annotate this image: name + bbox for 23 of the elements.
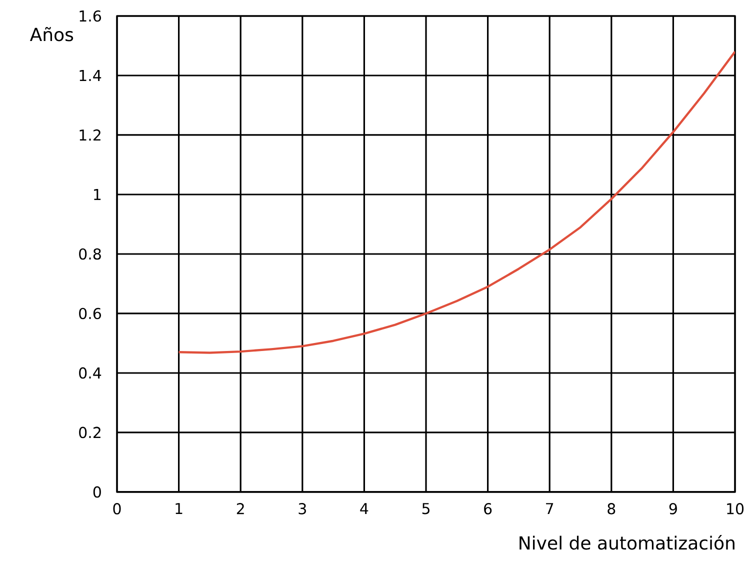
x-tick-label: 1	[176, 503, 182, 514]
x-tick-label: 4	[360, 503, 368, 514]
y-tick-label: 0.4	[79, 367, 102, 379]
y-tick-label: 1.4	[80, 70, 102, 81]
x-tick-label: 3	[298, 503, 306, 514]
y-tick-label: 0.8	[79, 248, 101, 260]
x-tick-label: 0	[113, 503, 121, 514]
x-tick-label: 5	[422, 503, 430, 514]
y-tick-label: 1.2	[80, 129, 100, 141]
x-axis-title: Nivel de automatización	[520, 535, 734, 550]
y-tick-label: 1	[94, 189, 101, 200]
x-tick-label: 6	[484, 503, 492, 514]
y-tick-label: 0	[93, 486, 101, 498]
line-series	[178, 50, 736, 354]
x-tick-label: 9	[669, 503, 677, 514]
x-tick-label: 10	[727, 503, 744, 514]
y-axis-title: Años	[30, 27, 74, 42]
x-tick-label: 8	[608, 503, 616, 514]
y-tick-label: 1.6	[80, 10, 101, 22]
x-tick-label: 7	[546, 503, 554, 514]
x-tick-label: 2	[236, 503, 244, 514]
y-tick-label: 0.6	[79, 308, 101, 320]
y-tick-label: 0.2	[79, 426, 100, 438]
